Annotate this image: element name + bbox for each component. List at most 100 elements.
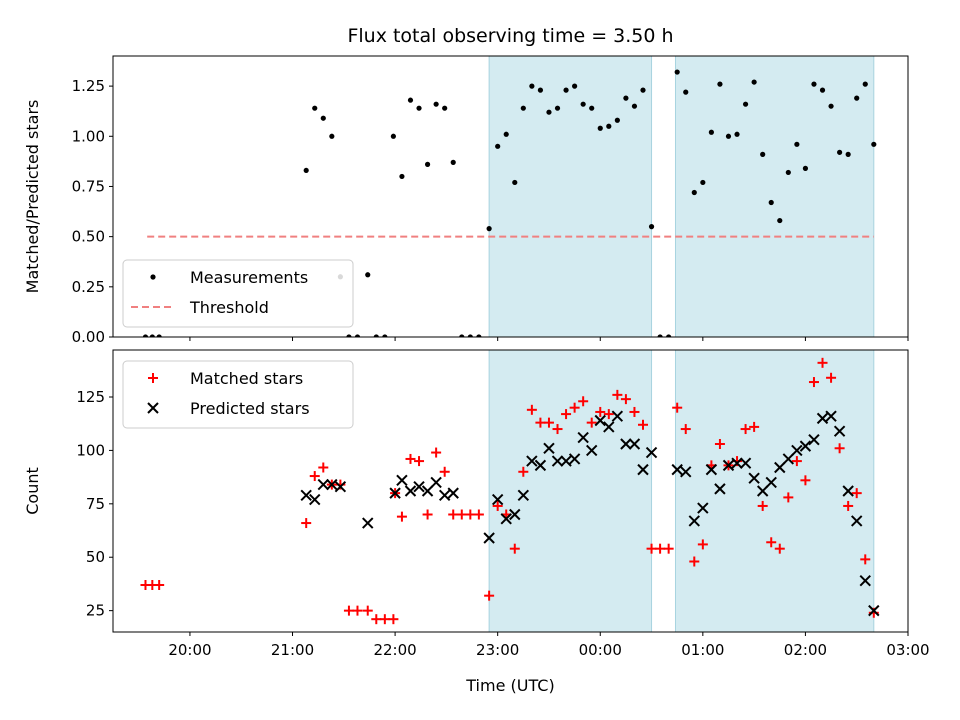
- y-axis-label: Count: [23, 467, 42, 515]
- legend-label: Threshold: [189, 298, 269, 317]
- predicted-star-marker: [594, 414, 606, 427]
- legend-box: [122, 259, 354, 328]
- predicted-star-marker: [447, 487, 459, 499]
- matched-star-marker: [343, 605, 354, 616]
- measurement-point: [700, 179, 706, 186]
- shaded-interval: [674, 56, 875, 337]
- predicted-star-marker: [517, 489, 530, 501]
- predicted-star-marker: [438, 489, 451, 501]
- predicted-star-marker: [534, 459, 547, 472]
- matched-star-marker: [766, 537, 777, 548]
- measurement-point: [845, 151, 851, 157]
- matched-star-marker: [808, 377, 819, 388]
- measurement-point: [390, 133, 396, 139]
- predicted-star-marker: [637, 463, 649, 476]
- matched-star-marker: [655, 543, 666, 554]
- matched-star-marker: [552, 424, 563, 435]
- matched-star-marker: [309, 471, 320, 482]
- matched-star-marker: [405, 453, 416, 464]
- measurement-point: [606, 123, 612, 129]
- x-tick-label: 23:00: [476, 641, 519, 659]
- predicted-star-marker: [808, 434, 820, 446]
- predicted-star-marker: [577, 431, 589, 444]
- measurement-point: [666, 334, 672, 337]
- predicted-star-marker: [396, 474, 408, 487]
- predicted-star-marker: [300, 489, 312, 501]
- matched-star-marker: [318, 462, 329, 473]
- matched-star-marker: [301, 518, 312, 529]
- matched-star-marker: [431, 447, 442, 458]
- measurement-point: [811, 81, 817, 87]
- measurement-point: [683, 89, 689, 95]
- predicted-star-marker: [586, 444, 598, 457]
- measurement-point: [648, 224, 655, 230]
- matched-star-marker: [388, 614, 399, 625]
- measurement-point: [837, 149, 843, 155]
- predicted-star-marker: [774, 461, 786, 474]
- x-tick-label: 20:00: [168, 641, 211, 659]
- y-tick-label: 75: [86, 495, 105, 513]
- legend: Measurements Threshold: [122, 259, 354, 328]
- legend-x-icon: [147, 402, 159, 414]
- measurement-point: [486, 226, 492, 232]
- y-tick-label: 0.75: [72, 177, 105, 195]
- measurement-point: [303, 167, 309, 174]
- legend: Matched stars Predicted stars: [122, 360, 354, 429]
- measurement-point: [416, 105, 422, 111]
- predicted-star-marker: [526, 455, 538, 467]
- predicted-star-marker: [868, 604, 880, 617]
- y-tick-label: 0.00: [72, 328, 105, 346]
- measurement-point: [424, 161, 431, 167]
- measurement-point: [312, 105, 318, 111]
- matched-star-marker: [851, 488, 862, 499]
- legend-box: [122, 360, 354, 429]
- matched-star-marker: [371, 614, 382, 625]
- plot-area: [142, 56, 877, 337]
- measurement-point: [503, 131, 509, 137]
- matched-star-marker: [543, 417, 554, 428]
- predicted-star-marker: [714, 483, 726, 495]
- matched-star-marker: [826, 372, 837, 383]
- legend-plus-icon: [148, 373, 158, 383]
- matched-star-marker: [620, 394, 631, 405]
- matched-star-marker: [860, 554, 871, 565]
- measurement-point: [520, 105, 526, 111]
- predicted-star-marker: [645, 446, 658, 459]
- matched-star-marker: [439, 466, 450, 477]
- predicted-star-marker: [671, 463, 683, 476]
- predicted-star-marker: [680, 466, 692, 478]
- matched-star-marker: [535, 417, 546, 428]
- shaded-interval: [488, 350, 653, 632]
- predicted-star-marker: [705, 463, 718, 476]
- matched-star-marker: [774, 543, 785, 554]
- predicted-star-marker: [782, 453, 795, 465]
- measurement-point: [467, 334, 473, 337]
- measurement-point: [862, 81, 868, 87]
- measurement-point: [149, 334, 155, 337]
- predicted-star-marker: [859, 575, 871, 587]
- y-tick-label: 1.00: [72, 127, 105, 145]
- x-axis-label: Time (UTC): [465, 676, 554, 695]
- predicted-star-marker: [413, 481, 425, 493]
- measurement-point: [512, 179, 518, 186]
- predicted-star-marker: [404, 485, 417, 497]
- matched-star-marker: [465, 509, 476, 520]
- matched-star-marker: [697, 539, 708, 550]
- plot-area: [140, 350, 880, 632]
- measurement-point: [563, 87, 569, 93]
- predicted-star-marker: [851, 515, 863, 527]
- measurement-point: [433, 101, 439, 107]
- matched-star-marker: [800, 475, 811, 486]
- predicted-star-marker: [611, 410, 624, 422]
- y-tick-label: 125: [76, 388, 105, 406]
- matched-star-marker: [603, 409, 614, 420]
- legend-label: Measurements: [190, 268, 308, 287]
- matched-star-marker: [352, 605, 363, 616]
- measurement-point: [554, 105, 561, 111]
- matched-star-marker: [843, 500, 854, 511]
- predicted-star-marker: [825, 410, 837, 422]
- predicted-star-marker: [509, 508, 521, 521]
- predicted-star-marker: [500, 513, 512, 525]
- predicted-star-marker: [543, 442, 555, 454]
- predicted-star-marker: [430, 476, 442, 489]
